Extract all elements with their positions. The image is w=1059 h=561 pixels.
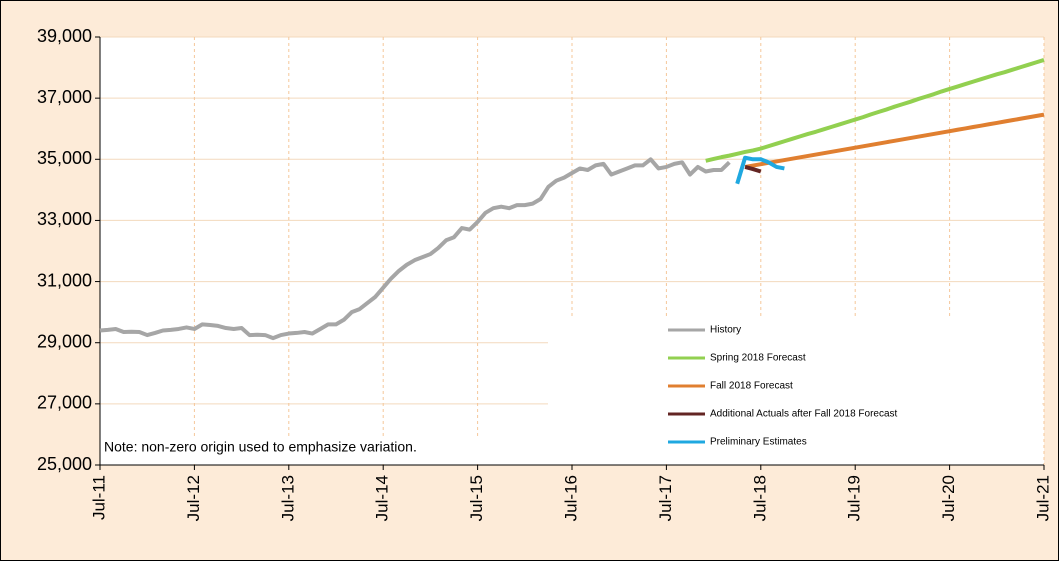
note: Note: non-zero origin used to emphasize … [104,439,417,455]
y-tick-label: 25,000 [37,454,92,474]
x-tick-label: Jul-20 [939,475,958,521]
series-line [99,157,731,341]
series-line [705,58,1045,163]
y-tick-label: 27,000 [37,393,92,413]
y-tick-label: 31,000 [37,270,92,290]
legend-label: History [710,325,741,336]
y-tick-label: 35,000 [37,148,92,168]
y-tick-label: 29,000 [37,331,92,351]
y-tick-label: 37,000 [37,87,92,107]
x-tick-label: Jul-19 [845,475,864,521]
legend-box [548,318,1042,464]
x-tick-label: Jul-18 [750,475,769,521]
legend-label: Fall 2018 Forecast [710,381,793,392]
note-box [101,436,479,464]
legend-label: Preliminary Estimates [710,437,807,448]
x-tick-label: Jul-15 [467,475,486,521]
legend-label: Additional Actuals after Fall 2018 Forec… [710,409,898,420]
y-tick-label: 39,000 [37,26,92,46]
x-tick-label: Jul-13 [278,475,297,521]
x-tick-label: Jul-12 [184,475,203,521]
x-tick-label: Jul-14 [373,475,392,521]
x-tick-label: Jul-16 [561,475,580,521]
series-line [744,165,762,174]
legend-label: Spring 2018 Forecast [710,353,806,364]
x-tick-label: Jul-21 [1033,475,1052,521]
x-tick-label: Jul-11 [89,475,108,520]
series-line [744,112,1045,169]
series-line [735,155,785,185]
x-tick-label: Jul-17 [656,475,675,521]
y-tick-label: 33,000 [37,209,92,229]
